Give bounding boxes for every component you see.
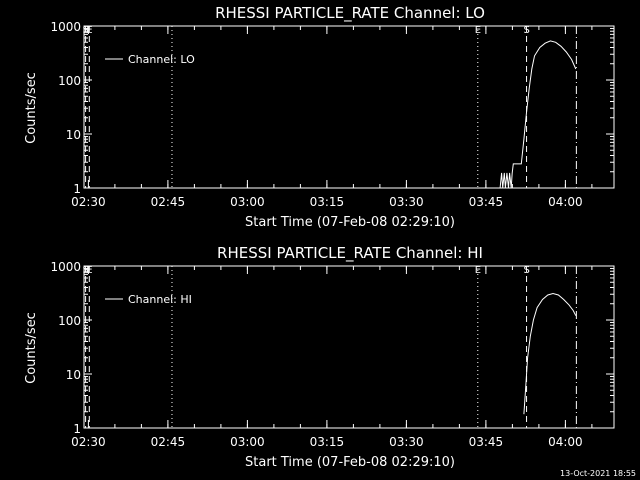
event-marker-label: S — [524, 25, 530, 36]
chart-title: RHESSI PARTICLE_RATE Channel: LO — [215, 4, 485, 23]
plot-frame — [83, 25, 615, 189]
x-tick-label: 03:30 — [389, 435, 424, 449]
legend-label: Channel: LO — [128, 53, 195, 66]
chart-title: RHESSI PARTICLE_RATE Channel: HI — [217, 244, 483, 263]
y-tick-label: 100 — [58, 314, 81, 328]
y-tick-label: 1000 — [50, 20, 81, 34]
y-tick-label: 10 — [66, 368, 81, 382]
x-tick-label: 02:45 — [151, 435, 186, 449]
series-line — [523, 292, 577, 415]
x-tick-label: 02:30 — [71, 435, 106, 449]
x-tick-label: 03:30 — [389, 195, 424, 209]
x-tick-label: 04:00 — [548, 195, 583, 209]
y-tick-label: 1 — [73, 182, 81, 196]
x-tick-label: 03:45 — [469, 435, 504, 449]
event-marker-label: E — [475, 265, 481, 276]
y-tick-label: 100 — [58, 74, 81, 88]
footer-timestamp: 13-Oct-2021 18:55 — [560, 469, 636, 478]
event-marker-label: E — [86, 25, 92, 36]
x-tick-label: 03:15 — [310, 195, 345, 209]
event-marker-label: E — [475, 25, 481, 36]
y-axis-label: Counts/sec — [24, 312, 39, 384]
series-line — [499, 40, 577, 189]
event-marker-label: E — [86, 265, 92, 276]
x-axis-label: Start Time (07-Feb-08 02:29:10) — [245, 455, 455, 470]
x-tick-label: 02:30 — [71, 195, 106, 209]
y-axis-label: Counts/sec — [24, 72, 39, 144]
x-tick-label: 02:45 — [151, 195, 186, 209]
x-tick-label: 04:00 — [548, 435, 583, 449]
event-marker-label: S — [524, 265, 530, 276]
plot-frame — [83, 265, 615, 429]
legend-label: Channel: HI — [128, 293, 192, 306]
x-tick-label: 03:15 — [310, 435, 345, 449]
channel-hi-panel: RHESSI PARTICLE_RATE Channel: HI Start T… — [24, 244, 615, 470]
y-tick-label: 10 — [66, 128, 81, 142]
x-axis-label: Start Time (07-Feb-08 02:29:10) — [245, 215, 455, 230]
x-tick-label: 03:00 — [230, 435, 265, 449]
y-tick-label: 1 — [73, 422, 81, 436]
y-tick-label: 1000 — [50, 260, 81, 274]
event-marker-label: S — [83, 265, 89, 276]
event-marker-label: S — [83, 25, 89, 36]
channel-lo-panel: RHESSI PARTICLE_RATE Channel: LO Start T… — [24, 4, 615, 230]
x-tick-label: 03:45 — [469, 195, 504, 209]
x-tick-label: 03:00 — [230, 195, 265, 209]
